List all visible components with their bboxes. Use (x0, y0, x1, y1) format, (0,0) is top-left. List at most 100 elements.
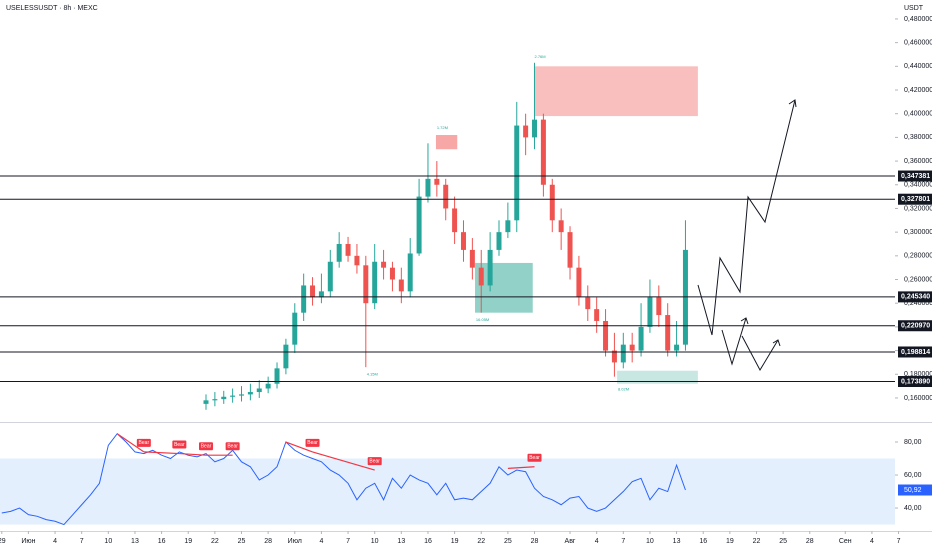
rsi-tick-label: 60,00 (904, 472, 922, 479)
x-tick-label: 7 (621, 538, 625, 545)
x-tick-label: 4 (870, 538, 874, 545)
y-tick-label: 0,460000 (904, 39, 932, 46)
candle-body (318, 291, 324, 298)
x-tick-label: 7 (897, 538, 901, 545)
note-label: 4.15M (367, 371, 378, 376)
candle-body (514, 125, 520, 221)
note-label: 1.72M (437, 125, 448, 130)
rsi-tick-label: 80,00 (904, 439, 922, 446)
x-tick-label: 16 (424, 538, 432, 545)
candle-body (629, 344, 635, 351)
bear-tag (305, 438, 320, 447)
candle-body (665, 315, 671, 351)
candle-body (496, 232, 502, 250)
zone (475, 262, 533, 313)
bear-tag (136, 438, 151, 447)
x-tick-label: 25 (238, 538, 246, 545)
x-tick-label: Июл (288, 538, 302, 545)
y-tick-label: 0,340000 (904, 182, 932, 189)
candle-body (611, 350, 617, 363)
candle-body (336, 243, 342, 262)
y-tick-label: 0,280000 (904, 253, 932, 260)
bear-label: Bear (227, 444, 238, 450)
x-tick-label: 28 (806, 538, 814, 545)
y-tick-label: 0,180000 (904, 371, 932, 378)
level-label: 0,245340 (901, 294, 930, 301)
candle-body (310, 285, 316, 298)
candle-body (549, 184, 555, 221)
y-tick-label: 0,240000 (904, 300, 932, 307)
current-tag (898, 484, 932, 496)
level-label: 0,220970 (901, 323, 930, 330)
bear-tag (527, 453, 542, 462)
candle-body (523, 125, 529, 138)
candle-body (540, 119, 546, 185)
y-tick-label: 0,320000 (904, 205, 932, 212)
candle-body (407, 253, 413, 292)
candle-body (478, 267, 484, 286)
candle-body (212, 399, 218, 401)
x-tick-label: 13 (397, 538, 405, 545)
x-tick-label: 29 (0, 538, 6, 545)
x-tick-label: 16 (158, 538, 166, 545)
divergence-line (116, 433, 145, 453)
candle-body (638, 326, 644, 351)
level-tag (898, 193, 932, 205)
candle-body (381, 261, 387, 268)
x-tick-label: 19 (726, 538, 734, 545)
candle-body (460, 232, 466, 250)
candle-body (398, 279, 404, 292)
candle-body (345, 243, 351, 256)
candle-body (594, 309, 600, 321)
rsi-line (1, 433, 686, 526)
x-tick-label: 16 (699, 538, 707, 545)
note-label: 16.05M (476, 317, 489, 322)
x-tick-label: 4 (319, 538, 323, 545)
candle-body (265, 383, 271, 389)
level-tag (898, 320, 932, 332)
note-label: 8.02M (618, 387, 629, 392)
chart-title: USELESSUSDT · 8h · MEXC (6, 5, 98, 12)
y-tick-label: 0,260000 (904, 276, 932, 283)
y-tick-label: 0,420000 (904, 87, 932, 94)
x-tick-label: 25 (779, 538, 787, 545)
level-label: 0,347381 (901, 173, 930, 180)
zone (617, 370, 698, 384)
x-tick-label: Авг (565, 538, 576, 545)
x-tick-label: 10 (646, 538, 654, 545)
x-tick-label: 19 (451, 538, 459, 545)
y-tick-label: 0,380000 (904, 134, 932, 141)
candle-body (274, 368, 280, 384)
level-label: 0,327801 (901, 196, 930, 203)
bear-label: Bear (201, 444, 212, 450)
candle-body (603, 320, 609, 351)
candle-body (230, 395, 236, 397)
rsi-tick-label: 40,00 (904, 505, 922, 512)
unit-label: USDT (904, 5, 924, 12)
x-tick-label: 25 (504, 538, 512, 545)
bear-tag (198, 442, 213, 451)
zone (534, 66, 698, 117)
zone (435, 135, 458, 150)
bear-tag (225, 442, 240, 451)
x-tick-label: Июн (21, 538, 35, 545)
y-tick-label: 0,400000 (904, 111, 932, 118)
candle-body (256, 388, 262, 393)
y-tick-label: 0,360000 (904, 158, 932, 165)
x-tick-label: 10 (104, 538, 112, 545)
divergence-line (312, 451, 375, 471)
candle-body (532, 119, 538, 138)
level-tag (898, 346, 932, 358)
divergence-line (143, 451, 180, 455)
x-tick-label: 4 (53, 538, 57, 545)
candle-body (327, 261, 333, 292)
current-label: 50,92 (904, 487, 922, 494)
x-tick-label: 28 (531, 538, 539, 545)
bear-label: Bear (174, 442, 185, 448)
candle-body (363, 265, 369, 304)
candle-body (434, 178, 440, 185)
candle-body (425, 178, 431, 197)
candle-body (647, 297, 653, 327)
candle-body (620, 344, 626, 363)
